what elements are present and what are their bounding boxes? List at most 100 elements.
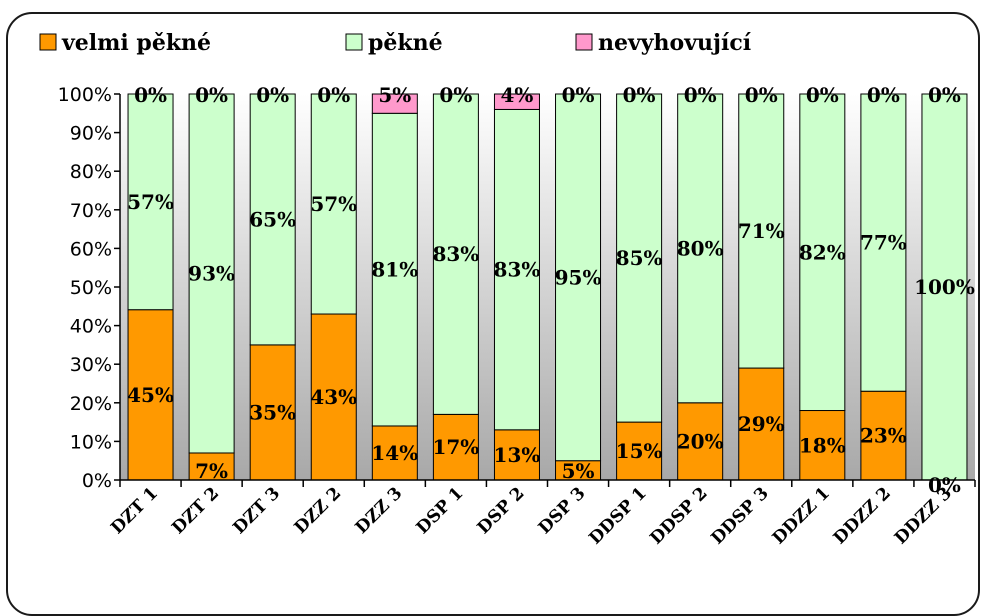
- data-label: 80%: [677, 236, 724, 260]
- data-label: 57%: [310, 192, 357, 216]
- bar-segment: [188, 93, 235, 454]
- x-tick-label: DSP 2: [474, 483, 529, 538]
- legend-label: velmi pěkné: [61, 30, 211, 56]
- legend-swatch: [345, 33, 363, 51]
- data-label: 0%: [928, 83, 961, 107]
- data-label: 85%: [616, 246, 663, 270]
- data-label: 14%: [371, 441, 418, 465]
- bar-segment: [738, 93, 785, 369]
- data-label: 93%: [188, 261, 235, 285]
- bar-segment: [493, 93, 540, 110]
- x-tick-label: DZZ 2: [291, 483, 346, 538]
- bar-segment: [127, 309, 174, 481]
- y-tick-label: 80%: [70, 161, 112, 183]
- data-label: 100%: [914, 275, 975, 299]
- legend-label: nevyhovující: [598, 30, 752, 56]
- y-tick-label: 70%: [70, 200, 112, 222]
- y-tick-label: 0%: [82, 470, 112, 492]
- bar-segment: [371, 93, 418, 114]
- y-tick-label: 30%: [70, 354, 112, 376]
- data-label: 0%: [623, 83, 656, 107]
- data-label: 20%: [677, 429, 724, 453]
- x-tick-label: DDSP 3: [708, 483, 773, 548]
- bar-segment: [310, 93, 357, 315]
- data-label: 77%: [860, 231, 907, 255]
- data-label: 0%: [195, 83, 228, 107]
- data-label: 0%: [867, 83, 900, 107]
- bar-segment: [371, 425, 418, 481]
- x-tick-label: DDSP 2: [646, 483, 711, 548]
- data-label: 95%: [555, 265, 602, 289]
- bar-segment: [738, 367, 785, 481]
- data-label: 83%: [494, 258, 541, 282]
- bars: [127, 93, 968, 481]
- data-label: 15%: [616, 439, 663, 463]
- legend-label: pěkné: [368, 30, 443, 56]
- bar-segment: [799, 93, 846, 412]
- data-label: 81%: [371, 258, 418, 282]
- bar-segment: [249, 93, 296, 346]
- bar-segment: [921, 93, 968, 481]
- data-label: 0%: [745, 83, 778, 107]
- data-label: 43%: [310, 385, 357, 409]
- x-tick-label: DDZZ 1: [769, 483, 834, 548]
- bar-segment: [432, 93, 479, 415]
- y-tick-label: 60%: [70, 238, 112, 260]
- data-label: 23%: [860, 424, 907, 448]
- bar-segment: [310, 313, 357, 481]
- y-tick-label: 10%: [70, 431, 112, 453]
- data-label: 83%: [432, 242, 479, 266]
- x-tick-label: DSP 3: [535, 483, 590, 538]
- data-label: 45%: [127, 383, 174, 407]
- data-label: 65%: [249, 207, 296, 231]
- x-tick-label: DSP 1: [413, 483, 468, 538]
- bar-segment: [432, 413, 479, 481]
- plot-area: [120, 94, 975, 480]
- data-label: 82%: [799, 240, 846, 264]
- y-tick-label: 20%: [70, 393, 112, 415]
- data-label: 0%: [439, 83, 472, 107]
- data-label: 5%: [562, 459, 595, 483]
- data-labels: 45% 57% 0% 7% 93% 0% 35% 65% 0% 43% 57% 0% 14% 81% 5% 1…: [127, 83, 975, 497]
- bar-segment: [616, 421, 663, 481]
- data-label: 35%: [249, 400, 296, 424]
- data-label: 17%: [432, 435, 479, 459]
- x-tick-label: DDZZ 2: [830, 483, 895, 548]
- data-label: 0%: [684, 83, 717, 107]
- y-tick-label: 50%: [70, 277, 112, 299]
- bar-segment: [371, 112, 418, 427]
- y-tick-label: 100%: [58, 84, 112, 106]
- data-label: 0%: [317, 83, 350, 107]
- legend-swatch: [575, 33, 593, 51]
- data-label: 18%: [799, 433, 846, 457]
- bar-segment: [677, 93, 724, 404]
- data-label: 13%: [494, 443, 541, 467]
- x-tick-label: DZT 1: [107, 483, 162, 538]
- bar-segment: [249, 344, 296, 481]
- x-tick-label: DZT 3: [229, 483, 284, 538]
- stacked-bar-chart: velmi pěkné pěkné nevyhovující 0% 10% 20% 30%…: [39, 30, 976, 549]
- bar-segment: [188, 452, 235, 481]
- bar-segment: [555, 93, 602, 462]
- data-label: 0%: [928, 473, 961, 497]
- x-tick-label: DZZ 3: [352, 483, 407, 538]
- data-label: 0%: [806, 83, 839, 107]
- y-tick-label: 90%: [70, 123, 112, 145]
- data-label: 4%: [501, 83, 534, 107]
- bar-segment: [493, 108, 540, 431]
- data-label: 57%: [127, 190, 174, 214]
- data-label: 0%: [562, 83, 595, 107]
- bar-segment: [860, 390, 907, 481]
- bar-segment: [677, 402, 724, 481]
- data-label: 29%: [738, 412, 785, 436]
- x-tick-label: DZT 2: [168, 483, 223, 538]
- bar-segment: [860, 93, 907, 392]
- legend-swatch: [39, 33, 57, 51]
- data-label: 0%: [256, 83, 289, 107]
- data-label: 5%: [378, 83, 411, 107]
- bar-segment: [127, 93, 174, 311]
- data-label: 7%: [195, 459, 228, 483]
- x-tick-label: DDSP 1: [585, 483, 650, 548]
- y-tick-label: 40%: [70, 316, 112, 338]
- legend: velmi pěkné pěkné nevyhovující: [39, 30, 752, 56]
